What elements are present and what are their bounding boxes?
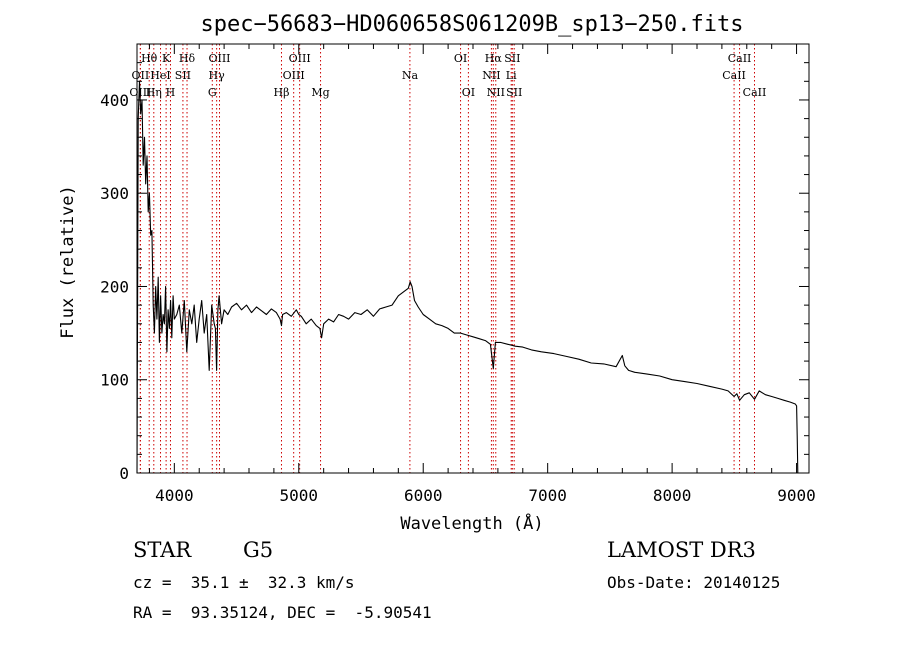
emission-line-label: Hγ	[209, 69, 226, 82]
observation-date: Obs-Date: 20140125	[607, 573, 781, 592]
x-tick-label: 5000	[280, 486, 319, 505]
emission-line-label: SII	[175, 69, 191, 82]
spectrum-line	[136, 80, 799, 474]
emission-line-label: OI	[454, 52, 467, 65]
emission-line-label: Mg	[311, 86, 329, 99]
emission-line-label: OIII	[208, 52, 230, 65]
emission-line-label: NII	[487, 86, 505, 99]
y-tick-label: 200	[100, 277, 129, 296]
chart-title: spec−56683−HD060658S061209B_sp13−250.fit…	[200, 12, 743, 37]
y-tick-label: 0	[119, 464, 129, 483]
emission-line-label: SII	[504, 52, 520, 65]
emission-line-label: OIII	[283, 69, 305, 82]
emission-line-label: OIII	[289, 52, 311, 65]
emission-line-label: K	[162, 52, 171, 65]
y-tick-label: 100	[100, 371, 129, 390]
emission-line-label: OII	[132, 69, 150, 82]
emission-line-label: Li	[506, 69, 517, 82]
x-axis-label: Wavelength (Å)	[400, 512, 543, 534]
emission-line-label: Hδ	[179, 52, 196, 65]
emission-line-label: Hη	[146, 86, 162, 99]
y-tick-label: 300	[100, 184, 129, 203]
emission-line-label: OI	[462, 86, 475, 99]
redshift-velocity: cz = 35.1 ± 32.3 km/s	[133, 573, 355, 592]
object-class: STAR	[133, 538, 192, 562]
emission-line-label: H	[166, 86, 176, 99]
x-tick-label: 8000	[653, 486, 692, 505]
emission-line-label: Na	[402, 69, 419, 82]
coordinates: RA = 93.35124, DEC = -5.90541	[133, 603, 432, 622]
y-tick-label: 400	[100, 91, 129, 110]
emission-line-label: G	[208, 86, 217, 99]
emission-line-label: HeI	[150, 69, 170, 82]
x-tick-label: 7000	[528, 486, 567, 505]
y-axis-label: Flux (relative)	[58, 185, 78, 339]
emission-line-label: Hθ	[141, 52, 158, 65]
emission-line-label: Hβ	[274, 86, 290, 99]
plot-frame	[136, 43, 810, 474]
y-axis: 0 100 200 300 400	[100, 62, 809, 483]
emission-line-label: CaII	[743, 86, 767, 99]
emission-line-label: Hα	[485, 52, 503, 65]
x-tick-label: 6000	[404, 486, 443, 505]
x-axis: 4000 5000 6000 7000 8000 9000	[148, 44, 816, 505]
emission-line-label: NII	[482, 69, 500, 82]
survey-name: LAMOST DR3	[607, 538, 756, 562]
x-tick-label: 4000	[155, 486, 194, 505]
object-subclass: G5	[243, 538, 274, 562]
x-tick-label: 9000	[777, 486, 816, 505]
emission-line-label: SII	[506, 86, 522, 99]
emission-line-label: CaII	[722, 69, 746, 82]
emission-line-markers	[139, 44, 755, 473]
emission-line-label: CaII	[728, 52, 752, 65]
